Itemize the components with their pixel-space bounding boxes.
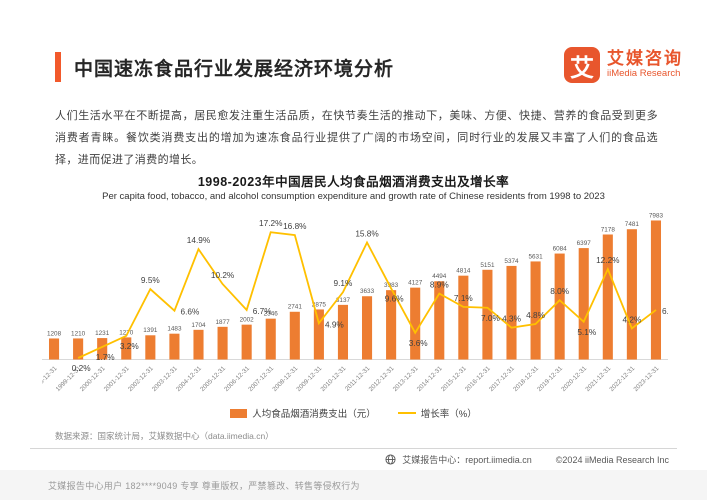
svg-text:7.0%: 7.0% [481,314,500,323]
svg-text:1483: 1483 [167,326,182,333]
svg-text:0.2%: 0.2% [72,364,91,373]
line-series-swatch [397,412,416,414]
svg-text:5631: 5631 [528,253,543,260]
svg-text:4.9%: 4.9% [325,320,344,329]
svg-text:7.1%: 7.1% [454,294,473,303]
svg-text:7178: 7178 [601,226,616,233]
svg-text:3.6%: 3.6% [409,339,428,348]
svg-text:1391: 1391 [143,327,158,334]
svg-text:2023-12-31: 2023-12-31 [632,365,660,393]
svg-text:5374: 5374 [504,258,519,265]
svg-text:1210: 1210 [71,330,86,337]
svg-text:3633: 3633 [360,288,375,295]
iimedia-logo-text: 艾媒咨询 iiMedia Research [607,50,683,79]
svg-text:2741: 2741 [288,304,303,311]
svg-text:2346: 2346 [264,311,279,318]
chart-canvas: 12081998-12-3112101999-12-3112312000-12-… [31,212,682,393]
svg-text:12.2%: 12.2% [596,256,620,265]
svg-text:2002: 2002 [240,317,255,324]
svg-text:8.0%: 8.0% [550,287,569,296]
svg-text:1877: 1877 [215,319,230,326]
globe-icon [385,454,396,465]
iimedia-logo-icon: 艾 [564,47,600,83]
svg-text:1208: 1208 [47,330,62,337]
svg-text:4814: 4814 [456,268,471,275]
chart-legend: 人均食品烟酒消费支出（元） 增长率（%） [0,406,707,420]
svg-text:15.8%: 15.8% [355,229,379,238]
svg-text:16.8%: 16.8% [283,222,307,231]
logo-name-cn: 艾媒咨询 [607,49,683,69]
intro-paragraph: 人们生活水平在不断提高，居民愈发注重生活品质，在快节奏生活的推动下，美味、方便、… [55,110,658,166]
svg-text:9.1%: 9.1% [334,279,353,288]
bottom-strip: 艾媒报告中心用户 182****9049 专享 尊重版权，严禁篡改、转售等侵权行… [0,470,707,500]
svg-text:1.7%: 1.7% [96,353,115,362]
page-title: 中国速冻食品行业发展经济环境分析 [74,58,395,80]
svg-text:6.7%: 6.7% [662,307,668,316]
svg-text:9.5%: 9.5% [141,276,160,285]
svg-text:2875: 2875 [312,301,327,308]
data-source-note: 数据来源：国家统计局，艾媒数据中心（data.iimedia.cn） [55,431,274,441]
svg-text:1704: 1704 [191,322,206,329]
svg-text:17.2%: 17.2% [259,219,283,228]
svg-text:6.6%: 6.6% [180,308,199,317]
bar-series-swatch [230,408,248,418]
svg-text:14.9%: 14.9% [187,236,211,245]
chart-title: 1998-2023年中国居民人均食品烟酒消费支出及增长率 [197,175,510,189]
svg-text:3983: 3983 [384,282,399,289]
svg-text:4.8%: 4.8% [526,311,545,320]
title-accent-bar [55,52,61,82]
copyright-text: ©2024 iiMedia Research Inc [555,454,669,465]
page-header: 中国速冻食品行业发展经济环境分析 [55,52,394,82]
report-center-link[interactable]: 艾媒报告中心：report.iimedia.cn [402,455,532,465]
legend-item-growth: 增长率（%） [397,406,477,420]
svg-text:10.2%: 10.2% [211,271,235,280]
footer-divider [30,448,677,449]
svg-text:4.2%: 4.2% [622,315,641,324]
svg-text:3137: 3137 [336,297,351,304]
svg-text:8.9%: 8.9% [430,281,449,290]
chart-subtitle: Per capita food, tobacco, and alcohol co… [102,191,605,202]
svg-text:7983: 7983 [649,212,664,219]
svg-text:4127: 4127 [408,280,423,287]
svg-text:5151: 5151 [480,262,495,269]
svg-text:7481: 7481 [625,221,640,228]
consumption-growth-chart: 1208 1998-12-31 1210 1999-12-31 1231 2000-12-… [31,206,682,406]
legend-label-growth: 增长率（%） [420,409,477,420]
logo-name-en: iiMedia Research [607,68,681,80]
svg-text:6084: 6084 [553,246,568,253]
user-watermark: 艾媒报告中心用户 182****9049 专享 尊重版权，严禁篡改、转售等侵权行… [48,481,360,491]
legend-label-expenditure: 人均食品烟酒消费支出（元） [252,409,376,420]
legend-item-expenditure: 人均食品烟酒消费支出（元） [230,406,376,420]
svg-text:4494: 4494 [432,273,447,280]
page-footer: 艾媒报告中心：report.iimedia.cn ©2024 iiMedia R… [385,453,669,466]
svg-text:6397: 6397 [577,240,592,247]
svg-text:5.1%: 5.1% [577,328,596,337]
svg-text:6.7%: 6.7% [253,307,272,316]
svg-text:4.3%: 4.3% [502,315,521,324]
svg-text:9.6%: 9.6% [385,295,404,304]
svg-text:1231: 1231 [95,330,110,337]
svg-text:1270: 1270 [119,329,134,336]
iimedia-logo: 艾 艾媒咨询 iiMedia Research [564,47,683,83]
svg-text:3.2%: 3.2% [120,342,139,351]
